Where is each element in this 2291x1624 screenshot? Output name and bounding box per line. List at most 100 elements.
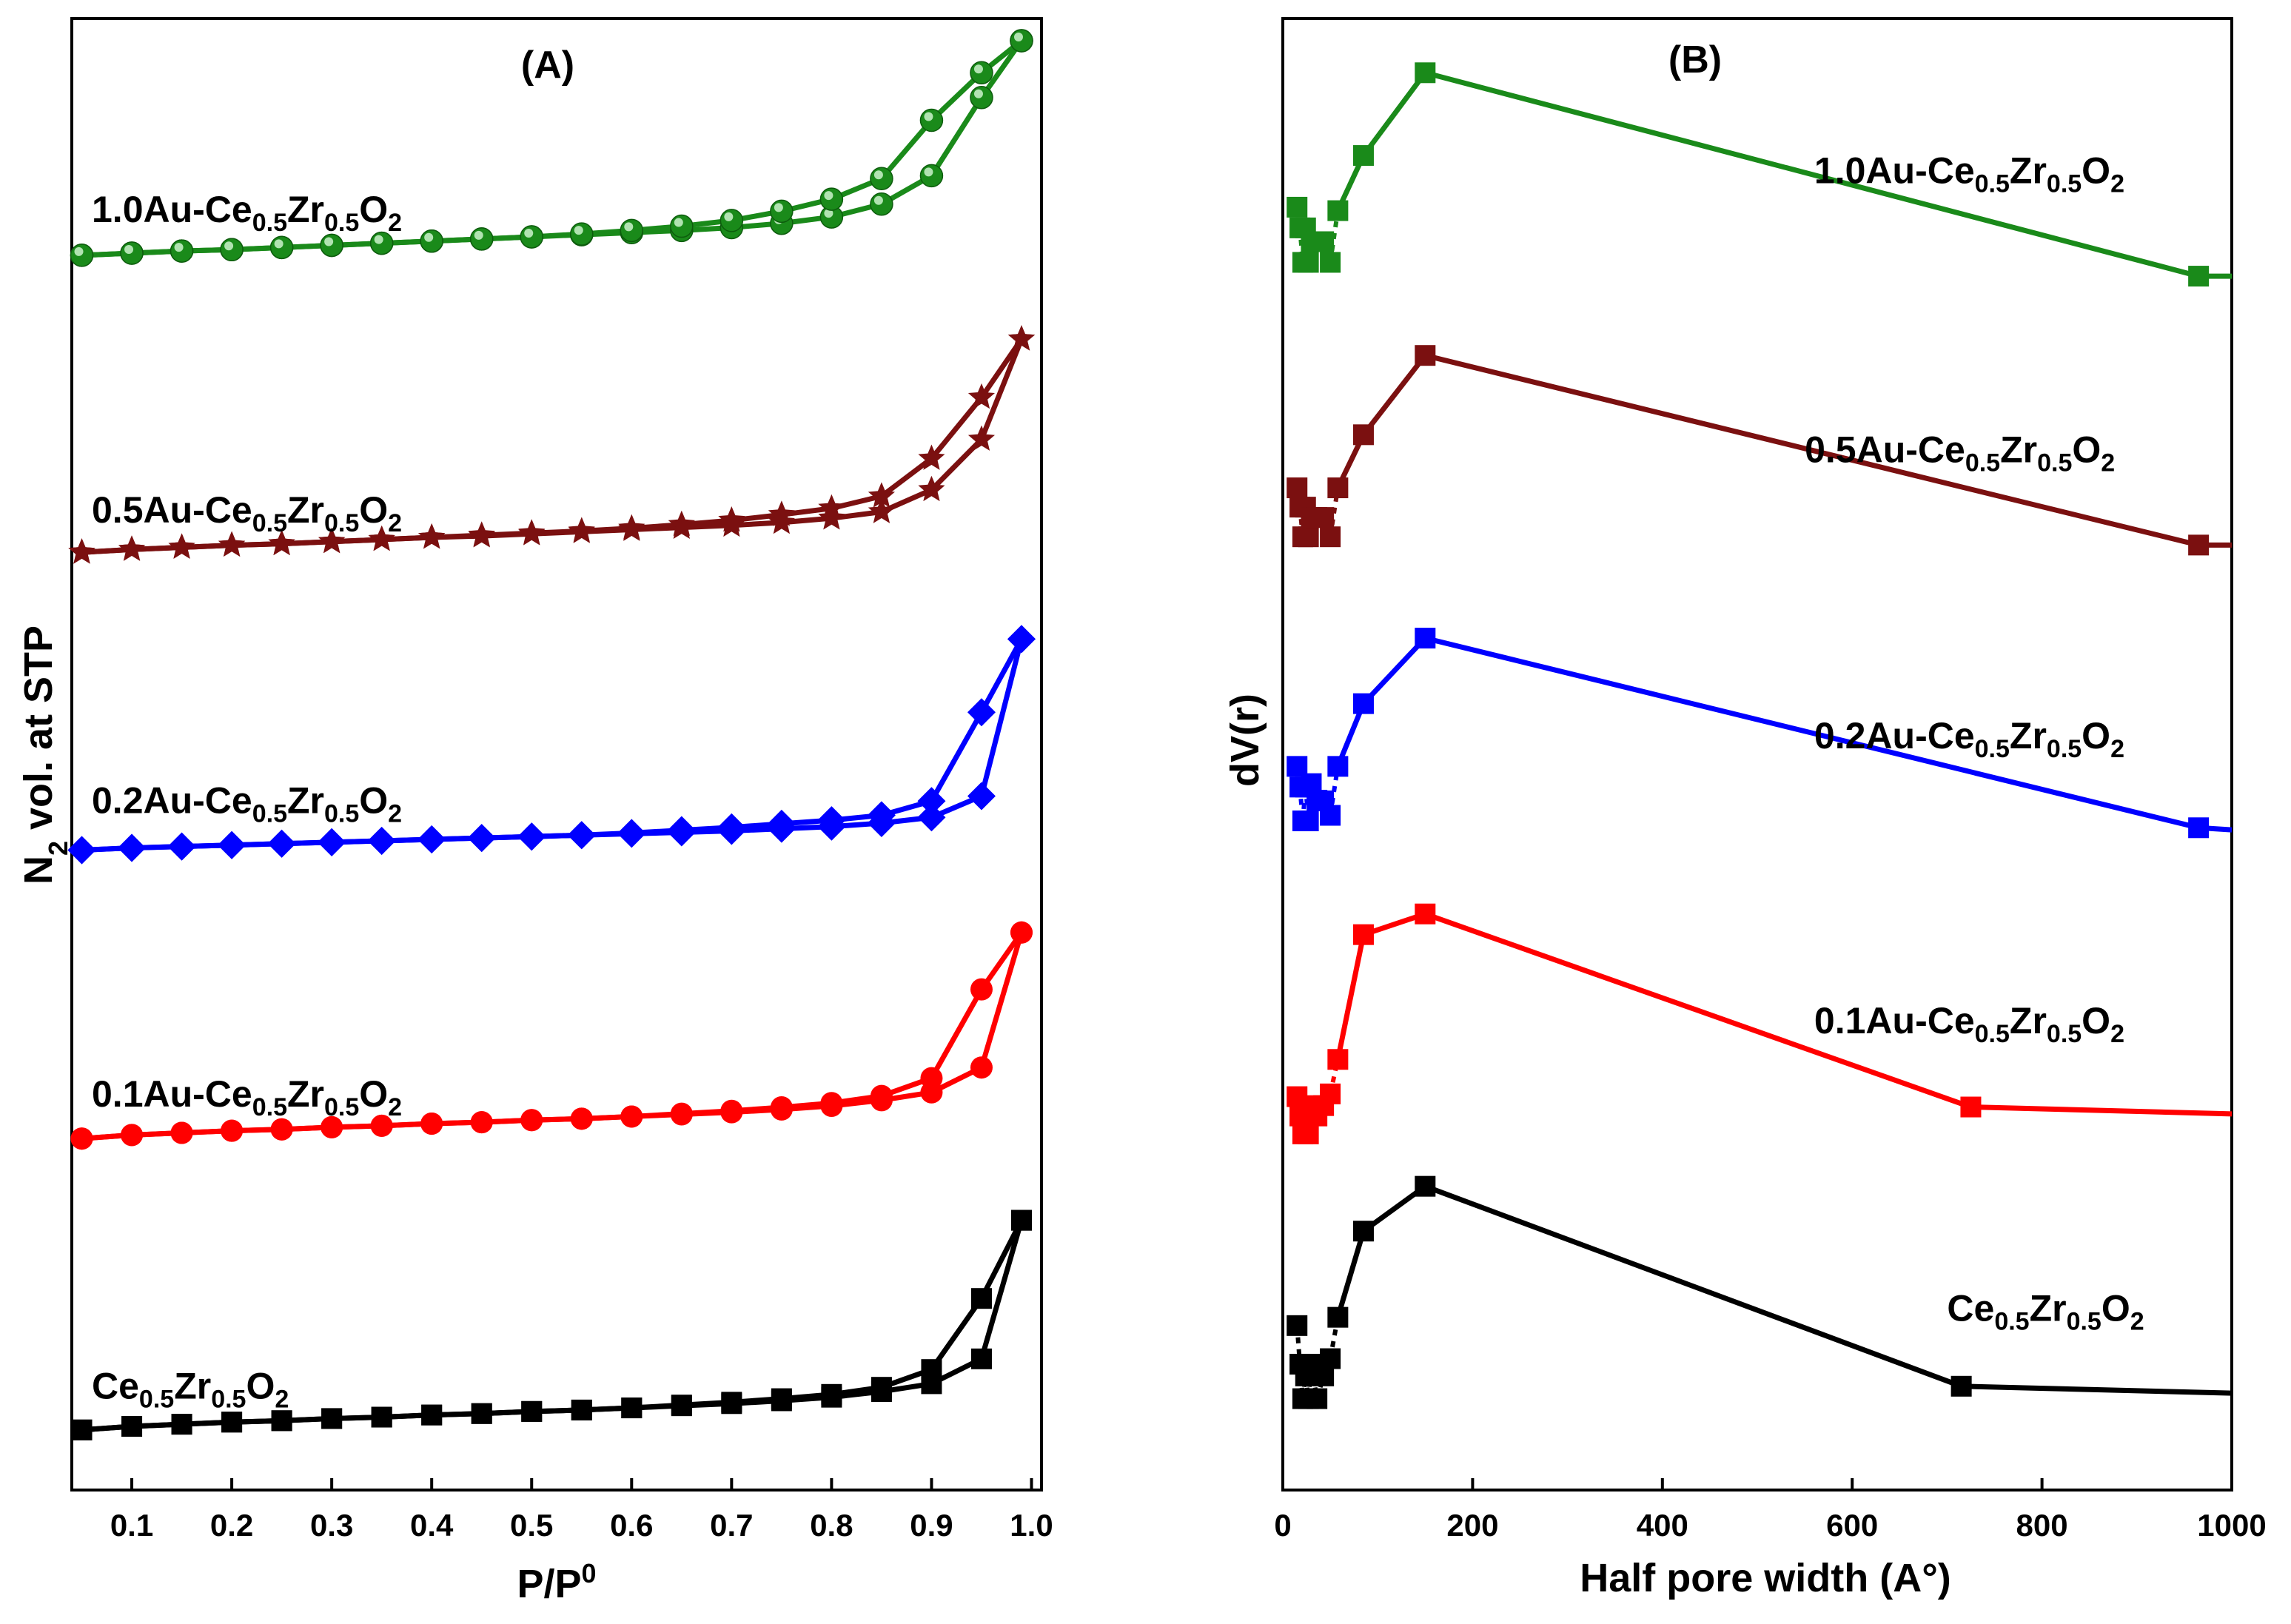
distribution-0-label-part: Ce [1947, 1287, 1994, 1329]
isotherm-4-desorption-point-body [320, 233, 343, 258]
isotherm-0-desorption-point [921, 1359, 942, 1380]
distribution-2-point [1298, 810, 1319, 831]
distribution-3-point [2188, 534, 2210, 556]
panel-b-x-axis-title: Half pore width (A°) [1580, 1556, 1951, 1600]
isotherm-4-desorption-point-body [620, 218, 644, 243]
isotherm-2-desorption-point [917, 787, 946, 816]
isotherm-0-desorption-point [671, 1395, 692, 1416]
distribution-4-point [1352, 145, 1374, 167]
panel-a-y-axis-title: N2 vol. at STP [16, 625, 73, 885]
isotherm-4-desorption-point-highlight [324, 237, 334, 246]
isotherm-0-desorption-point [121, 1416, 143, 1437]
isotherm-2-desorption-point [667, 816, 696, 845]
distribution-4-point [1313, 231, 1335, 252]
isotherm-4-desorption-point [520, 225, 543, 249]
panel-b-x-tick-label: 1000 [2197, 1508, 2266, 1543]
isotherm-4-label-subscript: 0.5 [252, 209, 287, 237]
distribution-4-label-part: 1.0Au-Ce [1814, 150, 1975, 191]
isotherm-3-desorption-point [967, 383, 995, 409]
isotherm-3-desorption-point [268, 529, 295, 556]
isotherm-3-desorption-point [518, 519, 546, 545]
distribution-3-label: 0.5Au-Ce0.5Zr0.5O2 [1805, 429, 2115, 477]
distribution-3-point [1327, 477, 1349, 499]
isotherm-1-desorption-point [70, 1127, 93, 1150]
isotherm-4-desorption-point [970, 61, 993, 84]
isotherm-1-label-part: 0.1Au-Ce [92, 1073, 252, 1115]
isotherm-3-label-subscript: 2 [388, 509, 402, 537]
isotherm-4-label-part: 1.0Au-Ce [92, 189, 252, 230]
distribution-2-point [2188, 817, 2210, 839]
isotherm-4-adsorption-point-body [970, 86, 993, 110]
isotherm-4-desorption-point-highlight [1013, 33, 1023, 41]
distribution-4-point [1415, 62, 1436, 84]
isotherm-0-label-subscript: 0.5 [211, 1386, 246, 1414]
isotherm-4-desorption-point-body [120, 241, 144, 265]
distribution-3-label-subscript: 2 [2101, 449, 2115, 477]
panel-a-x-tick-label: 0.9 [910, 1508, 953, 1543]
distribution-3-label-part: 0.5Au-Ce [1805, 429, 1965, 471]
panel-a-x-tick-label: 0.5 [510, 1508, 553, 1543]
isotherm-1-label-subscript: 0.5 [324, 1093, 359, 1121]
isotherm-1-label-part: Zr [287, 1073, 324, 1115]
isotherm-1-desorption-point [470, 1111, 493, 1134]
isotherm-3-desorption-point [318, 527, 346, 554]
isotherm-3-label-subscript: 0.5 [324, 509, 359, 537]
panel-b-x-tick-label: 400 [1637, 1508, 1688, 1543]
isotherm-4-desorption-point-highlight [524, 228, 534, 238]
distribution-2-point [1352, 693, 1374, 714]
panel-b-y-axis-title: dV(r) [1223, 694, 1267, 787]
isotherm-1-desorption-point [770, 1095, 793, 1118]
isotherm-0-desorption-point [970, 1288, 992, 1309]
isotherm-2-desorption-point [967, 698, 996, 727]
panel-a-x-tick-label: 0.7 [710, 1508, 753, 1543]
isotherm-3-desorption-point [168, 533, 195, 559]
distribution-1-point [1960, 1096, 1982, 1118]
distribution-0-label-subscript: 0.5 [2067, 1307, 2102, 1335]
isotherm-2-desorption-point [817, 806, 846, 835]
panel-b-x-tick-label: 200 [1446, 1508, 1498, 1543]
distribution-1-point [1352, 924, 1374, 945]
isotherm-4-desorption-point-body [919, 108, 944, 132]
isotherm-4-label-part: O [359, 189, 388, 230]
panel-a-series [67, 29, 1036, 1440]
panel-a-x-ticks: 0.1 0.2 0.3 0.4 0.5 0.6 0.7 0.8 0.9 1.0 [110, 1478, 1053, 1543]
isotherm-4-desorption-point [819, 187, 844, 211]
isotherm-2-desorption-point [67, 836, 96, 865]
isotherm-3-adsorption-point [918, 475, 945, 502]
isotherm-1-desorption-point [920, 1067, 943, 1090]
panel-b-x-tick-label: 800 [2016, 1508, 2068, 1543]
isotherm-1-label-part: O [359, 1073, 388, 1115]
isotherm-3-desorption-point [468, 521, 495, 547]
isotherm-1-adsorption-point [970, 1056, 993, 1079]
isotherm-4-desorption-point-highlight [374, 235, 383, 244]
panel-a-x-tick-label: 0.4 [410, 1508, 454, 1543]
isotherm-4-desorption-point [570, 222, 594, 246]
distribution-3-point [1287, 477, 1308, 499]
isotherm-4-desorption-point-body [770, 199, 794, 224]
panel-b-frame [1281, 17, 2233, 1492]
isotherm-1-desorption-point [321, 1115, 343, 1138]
isotherm-0-desorption-point [571, 1399, 592, 1420]
distribution-4-label-subscript: 0.5 [2047, 170, 2082, 198]
distribution-2-label-part: O [2082, 715, 2110, 756]
isotherm-4-desorption-point [870, 167, 893, 190]
isotherm-4-desorption-point-body [420, 229, 443, 253]
panel-b-pore-distribution: 0 200 400 600 800 1000 Ce0.5Zr0.5O20.1Au-Ce0.… [1223, 17, 2267, 1600]
isotherm-4-desorption-point-body [870, 167, 893, 190]
isotherm-4-desorption-point [719, 209, 744, 232]
isotherm-1-desorption-point [570, 1107, 593, 1130]
isotherm-3-label-part: Zr [287, 489, 324, 531]
isotherm-3-desorption-point [818, 494, 845, 520]
isotherm-2-desorption-point [118, 833, 147, 862]
isotherm-4-desorption-point-body [220, 238, 244, 261]
distribution-0-point [1950, 1375, 1972, 1397]
isotherm-4-desorption-point-highlight [624, 222, 634, 232]
isotherm-4-desorption-point-highlight [174, 243, 184, 252]
distribution-0-label: Ce0.5Zr0.5O2 [1947, 1287, 2144, 1335]
isotherm-4-desorption-point-highlight [474, 230, 483, 240]
isotherm-2-desorption-point [417, 825, 446, 854]
isotherm-1-desorption-point [370, 1114, 393, 1137]
isotherm-4-desorption-point-highlight [224, 241, 234, 251]
isotherm-2-desorption-point [467, 824, 496, 853]
